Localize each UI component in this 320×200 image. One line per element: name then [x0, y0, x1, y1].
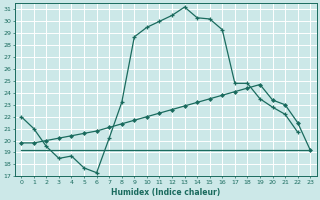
X-axis label: Humidex (Indice chaleur): Humidex (Indice chaleur)	[111, 188, 220, 197]
